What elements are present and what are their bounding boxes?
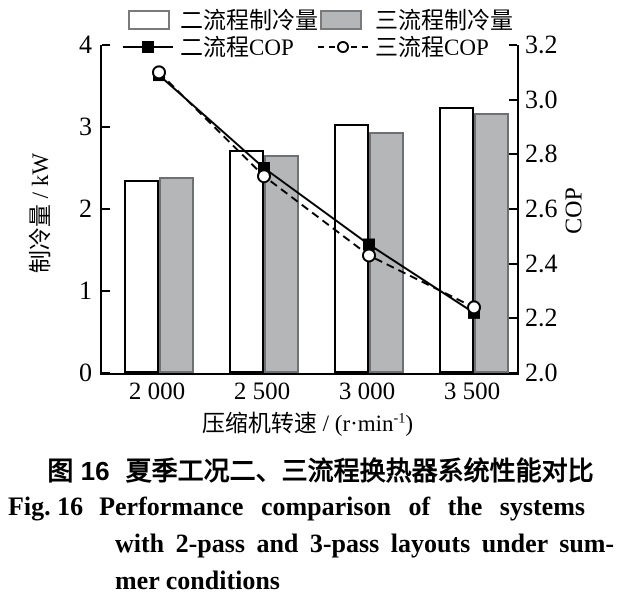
yright-tick-3.0 — [509, 98, 517, 101]
yright-tick-2.4 — [509, 262, 517, 265]
cop-lines-layer — [152, 65, 481, 319]
yright-label-2.2: 2.2 — [525, 303, 558, 333]
bar-3pass-3000 — [369, 131, 404, 373]
caption-chinese: 图 16 夏季工况二、三流程换热器系统性能对比 — [0, 451, 641, 488]
bar-2pass-2000 — [124, 180, 159, 373]
caption-english-line3: mer conditions — [115, 566, 280, 595]
cop-line-2pass — [158, 74, 475, 314]
right-axis-title: COP — [561, 187, 588, 234]
yright-label-3.0: 3.0 — [525, 84, 558, 114]
yright-label-2.4: 2.4 — [525, 248, 558, 278]
yright-tick-2.8 — [509, 153, 517, 156]
legend-label-3pass-cop: 三流程COP — [375, 35, 489, 60]
legend-marker-open-circle-icon — [337, 41, 349, 53]
marker-open-circle-3500 — [467, 300, 481, 315]
x-label-3000: 3 000 — [338, 378, 396, 405]
yleft-tick-1 — [102, 290, 110, 292]
yright-tick-2.0 — [509, 372, 517, 374]
left-axis-title: 制冷量 / kW — [28, 152, 53, 274]
x-label-3500: 3 500 — [443, 378, 501, 405]
legend-label-2pass-cooling: 二流程制冷量 — [180, 8, 318, 33]
caption-english-line2: with 2-pass and 3-pass layouts under sum… — [115, 529, 615, 558]
x-label-2000: 2 000 — [128, 378, 186, 405]
legend-swatch-3pass-cooling — [320, 10, 362, 30]
yright-tick-3.2 — [509, 44, 517, 46]
yright-tick-2.6 — [509, 208, 517, 210]
yleft-tick-3 — [102, 126, 110, 128]
caption-zh-text: 夏季工况二、三流程换热器系统性能对比 — [125, 456, 594, 486]
yleft-label-1: 1 — [79, 276, 92, 305]
bar-3pass-3500 — [474, 113, 509, 373]
yright-label-3.2: 3.2 — [525, 30, 558, 59]
yright-label-2.6: 2.6 — [525, 194, 558, 223]
yleft-tick-4 — [102, 44, 110, 46]
marker-open-circle-2000 — [152, 65, 166, 80]
yleft-label-4: 4 — [79, 30, 92, 59]
yright-label-2.8: 2.8 — [525, 139, 558, 169]
yleft-label-0: 0 — [79, 358, 92, 387]
bar-3pass-2500 — [264, 154, 299, 373]
legend-marker-filled-square-icon — [142, 41, 154, 53]
x-axis-title: 压缩机转速 / (r·min-1) — [201, 410, 414, 436]
bar-3pass-2000 — [159, 177, 194, 373]
cop-line-3pass — [158, 71, 475, 309]
yleft-label-2: 2 — [79, 194, 92, 223]
yright-tick-2.2 — [509, 317, 517, 320]
legend-label-2pass-cop: 二流程COP — [180, 35, 294, 60]
yright-label-2.0: 2.0 — [525, 358, 558, 387]
caption-en-number: Fig. 16 — [8, 492, 84, 521]
plot-area — [100, 44, 519, 375]
marker-open-circle-3000 — [362, 248, 376, 263]
yleft-tick-2 — [102, 208, 110, 210]
caption-english-line1: Fig. 16 Performance comparison of the sys… — [8, 492, 585, 521]
yleft-tick-0 — [102, 372, 110, 374]
legend-label-3pass-cooling: 三流程制冷量 — [375, 8, 513, 33]
bar-2pass-2500 — [229, 149, 264, 373]
marker-filled-square-3000 — [363, 238, 375, 251]
bar-2pass-3500 — [439, 107, 474, 373]
superscript-exponent: -1 — [393, 410, 406, 427]
yleft-label-3: 3 — [79, 112, 92, 141]
marker-open-circle-2500 — [257, 169, 271, 184]
caption-zh-number: 图 16 — [47, 456, 110, 486]
x-label-2500: 2 500 — [233, 378, 291, 405]
legend-swatch-2pass-cooling — [128, 10, 170, 30]
